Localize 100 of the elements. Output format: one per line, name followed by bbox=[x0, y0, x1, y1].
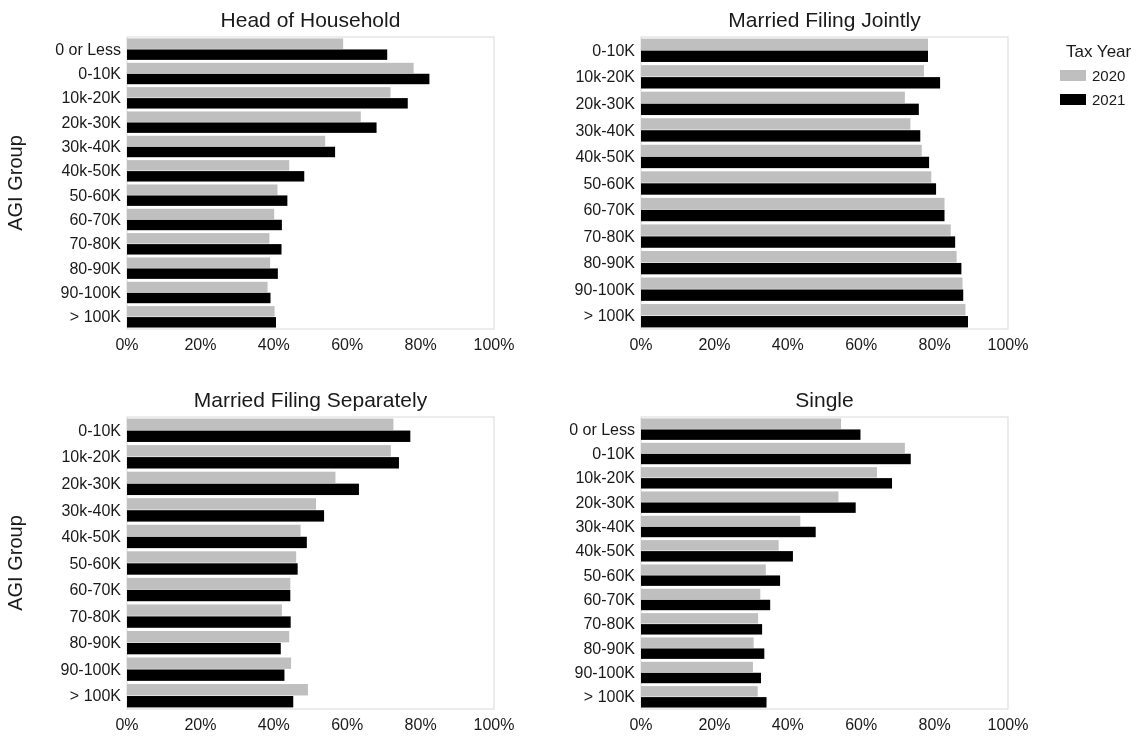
y-tick-label: 90-100K bbox=[60, 284, 122, 302]
bar bbox=[641, 91, 905, 104]
bar bbox=[641, 453, 911, 465]
bar bbox=[641, 526, 816, 538]
legend-label: 2021 bbox=[1092, 91, 1126, 109]
legend-label: 2020 bbox=[1092, 67, 1126, 85]
bar bbox=[127, 669, 285, 681]
x-tick-label: 60% bbox=[331, 716, 364, 733]
bar bbox=[641, 551, 793, 562]
bar bbox=[127, 146, 336, 158]
bar bbox=[641, 262, 962, 275]
bar bbox=[127, 471, 336, 484]
y-tick-label: 80-90K bbox=[69, 259, 122, 277]
bar bbox=[127, 445, 391, 457]
bar bbox=[127, 642, 281, 655]
x-tick-label: 100% bbox=[473, 336, 515, 353]
y-tick-label: 10k-20K bbox=[61, 448, 122, 466]
bar bbox=[127, 135, 326, 147]
y-tick-label: 10k-20K bbox=[575, 469, 636, 487]
bar bbox=[641, 118, 911, 130]
bar bbox=[127, 563, 298, 575]
bar bbox=[641, 50, 928, 62]
y-tick-label: 70-80K bbox=[69, 607, 122, 625]
bar bbox=[127, 122, 377, 133]
bar bbox=[127, 524, 301, 537]
bar bbox=[641, 418, 842, 429]
y-tick-label: 90-100K bbox=[60, 660, 122, 678]
y-tick-label: 80-90K bbox=[583, 639, 636, 657]
y-tick-label: 70-80K bbox=[583, 615, 636, 633]
bar bbox=[641, 38, 928, 50]
y-tick-label: 40k-50K bbox=[575, 542, 636, 560]
bar bbox=[127, 616, 291, 628]
bar bbox=[641, 575, 781, 586]
bar bbox=[127, 551, 297, 563]
x-tick-label: 0% bbox=[629, 716, 653, 733]
bar bbox=[641, 171, 932, 183]
bar bbox=[641, 289, 964, 301]
bar bbox=[641, 224, 951, 236]
y-tick-label: 0-10K bbox=[78, 65, 122, 83]
bar bbox=[127, 98, 408, 109]
bar bbox=[641, 197, 945, 210]
bar bbox=[641, 697, 767, 708]
y-tick-label: 10k-20K bbox=[575, 68, 636, 86]
bar bbox=[127, 195, 288, 206]
bar bbox=[127, 49, 388, 60]
bar bbox=[641, 304, 966, 316]
x-tick-label: 20% bbox=[698, 336, 731, 353]
y-tick-label: 20k-30K bbox=[575, 493, 636, 511]
bar bbox=[641, 250, 957, 263]
bar bbox=[127, 536, 307, 549]
bar bbox=[127, 483, 359, 496]
x-tick-label: 60% bbox=[845, 336, 878, 353]
x-tick-label: 20% bbox=[698, 716, 731, 733]
x-tick-label: 40% bbox=[257, 716, 290, 733]
x-tick-label: 60% bbox=[331, 336, 364, 353]
bar bbox=[127, 418, 394, 430]
y-tick-label: 50-60K bbox=[69, 186, 122, 204]
bar bbox=[641, 144, 922, 157]
y-tick-label: 80-90K bbox=[583, 254, 636, 272]
y-tick-label: 0 or Less bbox=[55, 40, 121, 58]
y-tick-label: 20k-30K bbox=[575, 94, 636, 112]
legend-title: Tax Year bbox=[1066, 42, 1132, 61]
bar bbox=[127, 498, 317, 510]
x-tick-label: 100% bbox=[987, 716, 1029, 733]
bar bbox=[127, 630, 290, 643]
y-axis-title: AGI Group bbox=[4, 515, 26, 611]
bar bbox=[127, 244, 282, 255]
x-tick-label: 80% bbox=[404, 336, 437, 353]
y-tick-label: 60-70K bbox=[69, 581, 122, 599]
bar bbox=[641, 65, 924, 77]
y-tick-label: 30k-40K bbox=[575, 518, 636, 536]
y-tick-label: > 100K bbox=[583, 307, 636, 325]
bar bbox=[127, 184, 278, 195]
bar bbox=[641, 442, 905, 454]
bar bbox=[641, 540, 779, 551]
y-tick-label: 70-80K bbox=[69, 235, 122, 253]
y-tick-label: 0-10K bbox=[592, 41, 636, 59]
y-tick-label: 80-90K bbox=[69, 634, 122, 652]
bar bbox=[127, 457, 399, 469]
bar bbox=[127, 281, 268, 293]
bar bbox=[641, 588, 761, 600]
y-axis-title: AGI Group bbox=[4, 135, 26, 231]
bar bbox=[641, 599, 771, 611]
y-tick-label: 30k-40K bbox=[61, 501, 122, 519]
bar bbox=[127, 257, 271, 268]
bar bbox=[641, 103, 919, 116]
bar bbox=[641, 661, 753, 673]
bar bbox=[127, 684, 308, 696]
y-tick-label: 50-60K bbox=[583, 174, 636, 192]
bar bbox=[641, 686, 758, 697]
bar bbox=[641, 672, 762, 684]
bar bbox=[127, 160, 290, 171]
bar bbox=[127, 577, 291, 590]
x-tick-label: 20% bbox=[184, 336, 217, 353]
bar bbox=[127, 62, 414, 74]
y-tick-label: 20k-30K bbox=[61, 113, 122, 131]
x-tick-label: 0% bbox=[115, 336, 139, 353]
y-tick-label: 0-10K bbox=[78, 421, 122, 439]
x-tick-label: 40% bbox=[771, 716, 804, 733]
bar bbox=[127, 604, 282, 616]
